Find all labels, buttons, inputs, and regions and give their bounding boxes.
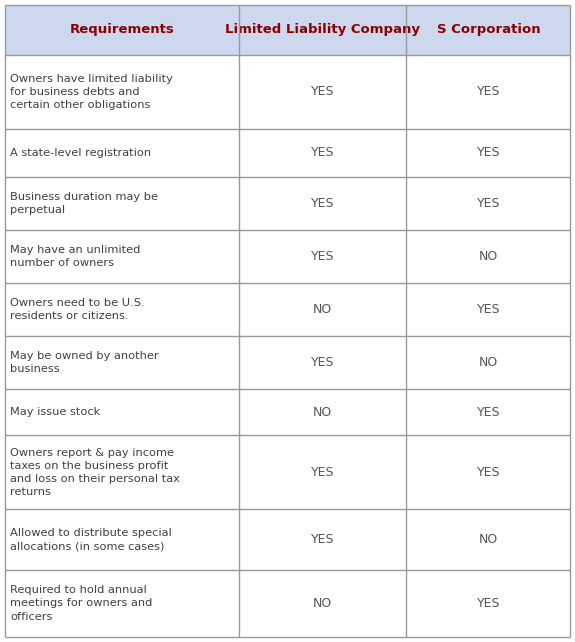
Bar xyxy=(5,510,239,570)
Bar xyxy=(407,510,570,570)
Bar xyxy=(239,230,407,283)
Bar xyxy=(407,55,570,129)
Text: Owners report & pay income
taxes on the business profit
and loss on their person: Owners report & pay income taxes on the … xyxy=(10,447,180,497)
Text: YES: YES xyxy=(477,406,500,419)
Text: S Corporation: S Corporation xyxy=(436,23,540,37)
Bar xyxy=(5,55,239,129)
Bar xyxy=(407,390,570,435)
Bar xyxy=(407,5,570,55)
Bar xyxy=(5,129,239,177)
Bar xyxy=(407,129,570,177)
Bar xyxy=(239,510,407,570)
Bar xyxy=(5,336,239,390)
Bar xyxy=(239,177,407,230)
Text: Required to hold annual
meetings for owners and
officers: Required to hold annual meetings for own… xyxy=(10,586,153,621)
Text: May issue stock: May issue stock xyxy=(10,407,101,417)
Text: NO: NO xyxy=(313,406,332,419)
Bar xyxy=(5,5,239,55)
Bar xyxy=(407,435,570,510)
Bar xyxy=(239,5,407,55)
Bar xyxy=(5,570,239,637)
Bar xyxy=(239,570,407,637)
Bar xyxy=(407,177,570,230)
Text: YES: YES xyxy=(477,85,500,98)
Text: YES: YES xyxy=(311,250,335,263)
Bar xyxy=(239,390,407,435)
Bar xyxy=(239,129,407,177)
Bar xyxy=(5,283,239,336)
Bar xyxy=(407,283,570,336)
Text: Requirements: Requirements xyxy=(70,23,174,37)
Text: YES: YES xyxy=(311,85,335,98)
Bar xyxy=(407,336,570,390)
Text: YES: YES xyxy=(477,303,500,317)
Bar xyxy=(5,177,239,230)
Text: Limited Liability Company: Limited Liability Company xyxy=(225,23,420,37)
Text: May have an unlimited
number of owners: May have an unlimited number of owners xyxy=(10,245,141,268)
Bar xyxy=(239,55,407,129)
Text: NO: NO xyxy=(479,356,498,369)
Text: NO: NO xyxy=(479,250,498,263)
Text: YES: YES xyxy=(311,146,335,159)
Text: YES: YES xyxy=(311,466,335,479)
Bar xyxy=(5,390,239,435)
Text: May be owned by another
business: May be owned by another business xyxy=(10,351,159,374)
Text: Business duration may be
perpetual: Business duration may be perpetual xyxy=(10,192,158,215)
Bar xyxy=(407,570,570,637)
Text: Owners have limited liability
for business debts and
certain other obligations: Owners have limited liability for busine… xyxy=(10,74,173,110)
Bar xyxy=(239,435,407,510)
Bar xyxy=(407,230,570,283)
Text: Allowed to distribute special
allocations (in some cases): Allowed to distribute special allocation… xyxy=(10,528,172,551)
Bar xyxy=(5,230,239,283)
Text: YES: YES xyxy=(311,356,335,369)
Text: Owners need to be U.S.
residents or citizens.: Owners need to be U.S. residents or citi… xyxy=(10,298,145,321)
Text: YES: YES xyxy=(477,597,500,610)
Bar xyxy=(239,283,407,336)
Text: NO: NO xyxy=(313,303,332,317)
Text: YES: YES xyxy=(477,466,500,479)
Bar xyxy=(5,435,239,510)
Text: NO: NO xyxy=(479,534,498,546)
Bar xyxy=(239,336,407,390)
Text: YES: YES xyxy=(477,146,500,159)
Text: YES: YES xyxy=(311,197,335,210)
Text: A state-level registration: A state-level registration xyxy=(10,148,151,158)
Text: NO: NO xyxy=(313,597,332,610)
Text: YES: YES xyxy=(477,197,500,210)
Text: YES: YES xyxy=(311,534,335,546)
